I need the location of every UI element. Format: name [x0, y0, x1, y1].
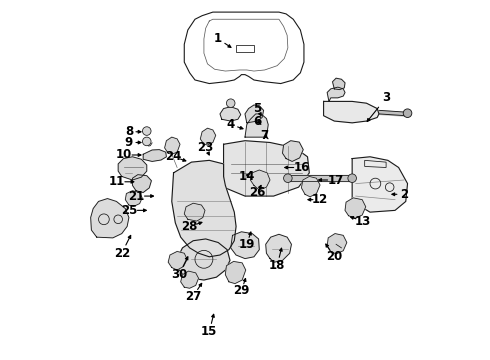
- Polygon shape: [352, 157, 408, 212]
- Text: 8: 8: [125, 125, 133, 138]
- Polygon shape: [118, 157, 147, 180]
- Polygon shape: [200, 128, 216, 145]
- Polygon shape: [165, 137, 180, 154]
- Text: 3: 3: [382, 91, 390, 104]
- Circle shape: [143, 137, 151, 146]
- Text: 21: 21: [128, 190, 144, 203]
- Text: 24: 24: [165, 150, 182, 163]
- Text: 17: 17: [328, 174, 344, 186]
- Circle shape: [226, 99, 235, 108]
- Text: 27: 27: [185, 289, 201, 303]
- Polygon shape: [231, 232, 259, 258]
- Text: 5: 5: [253, 102, 262, 115]
- Text: 11: 11: [108, 175, 124, 188]
- Circle shape: [143, 127, 151, 135]
- Polygon shape: [220, 107, 241, 121]
- Polygon shape: [327, 234, 347, 254]
- Text: 30: 30: [171, 268, 187, 281]
- Text: 14: 14: [239, 170, 255, 183]
- Circle shape: [403, 109, 412, 117]
- Polygon shape: [245, 105, 264, 123]
- Polygon shape: [132, 175, 151, 193]
- Polygon shape: [333, 78, 345, 90]
- Text: 9: 9: [125, 136, 133, 149]
- Polygon shape: [143, 150, 167, 161]
- Polygon shape: [250, 170, 270, 190]
- Polygon shape: [168, 251, 187, 270]
- Text: 28: 28: [181, 220, 198, 233]
- Circle shape: [284, 174, 292, 183]
- Text: 15: 15: [201, 325, 218, 338]
- Text: 1: 1: [214, 32, 222, 45]
- Polygon shape: [177, 239, 230, 280]
- Polygon shape: [345, 198, 366, 218]
- Text: 29: 29: [233, 284, 249, 297]
- Text: 19: 19: [239, 238, 255, 251]
- Polygon shape: [172, 160, 236, 257]
- Text: 18: 18: [269, 259, 285, 272]
- Polygon shape: [223, 141, 309, 196]
- Polygon shape: [225, 261, 245, 284]
- Polygon shape: [301, 176, 320, 197]
- Text: 20: 20: [326, 250, 343, 263]
- Polygon shape: [266, 234, 292, 262]
- Text: 10: 10: [116, 148, 132, 162]
- Polygon shape: [283, 141, 303, 161]
- Text: 4: 4: [226, 118, 235, 131]
- Text: 25: 25: [121, 204, 137, 217]
- Polygon shape: [181, 271, 198, 288]
- Polygon shape: [91, 199, 129, 238]
- Polygon shape: [327, 87, 345, 102]
- Polygon shape: [184, 203, 205, 221]
- Text: 22: 22: [114, 247, 130, 260]
- Circle shape: [348, 174, 356, 183]
- Text: 16: 16: [294, 161, 310, 174]
- Text: 26: 26: [249, 186, 266, 199]
- Text: 6: 6: [253, 114, 262, 127]
- Text: 7: 7: [261, 129, 269, 142]
- Polygon shape: [323, 102, 379, 123]
- Text: 23: 23: [197, 141, 214, 154]
- Text: 2: 2: [400, 188, 408, 201]
- Polygon shape: [125, 191, 142, 206]
- Text: 12: 12: [312, 193, 328, 206]
- Polygon shape: [245, 114, 268, 137]
- Text: 13: 13: [355, 215, 371, 228]
